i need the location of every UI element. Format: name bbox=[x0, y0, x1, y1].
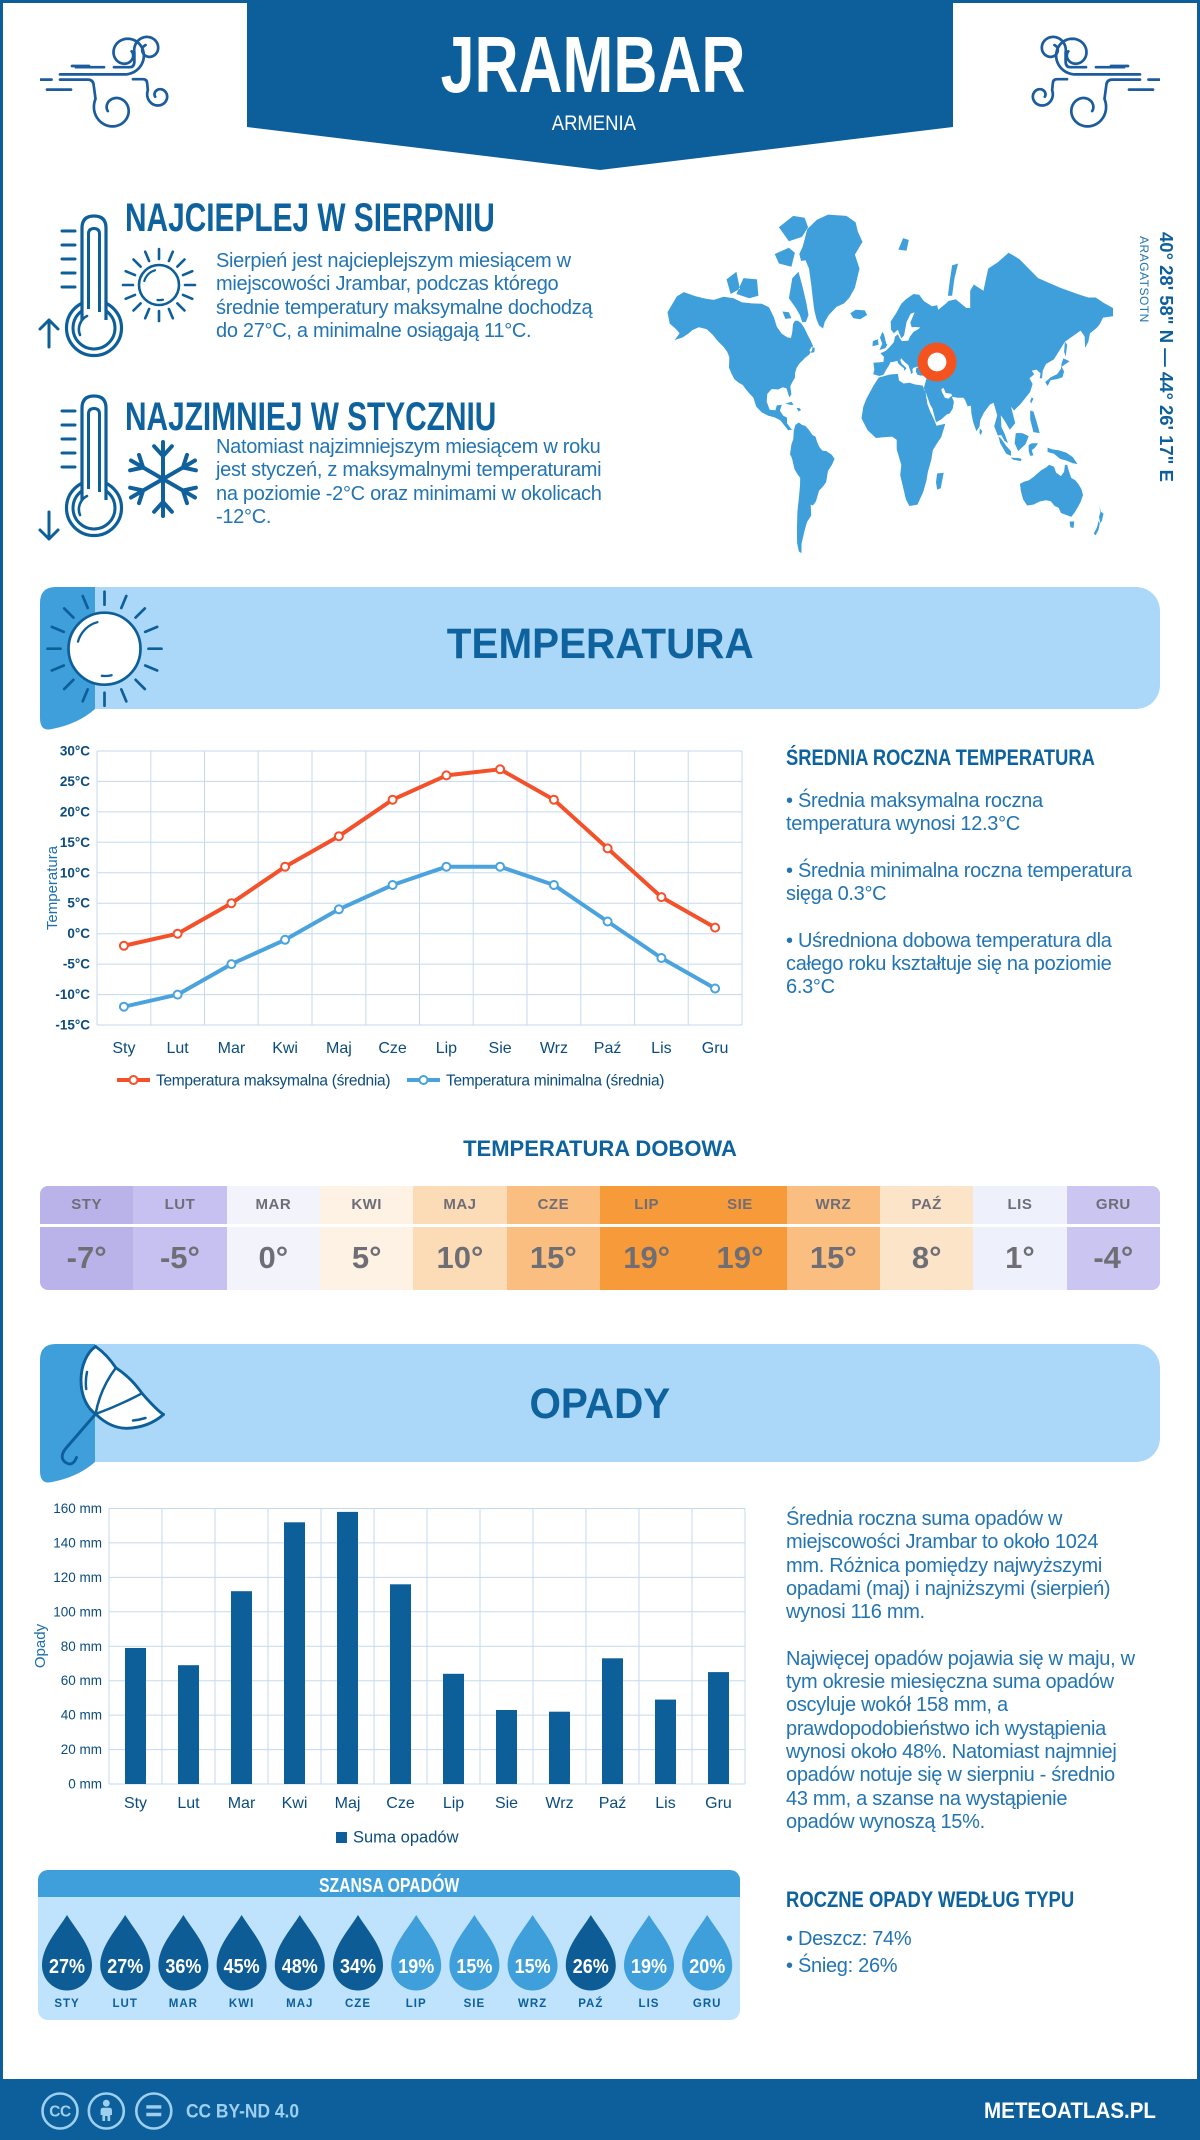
svg-text:36%: 36% bbox=[165, 1955, 201, 1978]
svg-text:20 mm: 20 mm bbox=[61, 1742, 102, 1757]
svg-text:WRZ: WRZ bbox=[518, 1998, 547, 2010]
svg-text:MAJ: MAJ bbox=[286, 1998, 313, 2010]
svg-text:Sty: Sty bbox=[124, 1795, 147, 1812]
svg-text:CC: CC bbox=[49, 2104, 71, 2121]
svg-text:PAŹ: PAŹ bbox=[578, 1997, 603, 2010]
svg-text:Sie: Sie bbox=[495, 1795, 518, 1812]
svg-text:Lip: Lip bbox=[436, 1040, 457, 1057]
svg-text:Gru: Gru bbox=[705, 1795, 732, 1812]
svg-text:0 mm: 0 mm bbox=[68, 1777, 102, 1792]
svg-text:LIP: LIP bbox=[406, 1998, 427, 2010]
svg-text:140 mm: 140 mm bbox=[53, 1535, 102, 1550]
svg-text:Maj: Maj bbox=[326, 1040, 352, 1057]
svg-text:40 mm: 40 mm bbox=[61, 1708, 102, 1723]
svg-text:LIS: LIS bbox=[639, 1998, 660, 2010]
svg-text:Paź: Paź bbox=[594, 1040, 622, 1057]
svg-text:48%: 48% bbox=[282, 1955, 318, 1978]
svg-text:Sty: Sty bbox=[112, 1040, 135, 1057]
svg-text:-10°C: -10°C bbox=[55, 987, 90, 1002]
svg-text:Mar: Mar bbox=[228, 1795, 256, 1812]
svg-text:CC BY-ND 4.0: CC BY-ND 4.0 bbox=[186, 2102, 299, 2123]
svg-text:Wrz: Wrz bbox=[540, 1040, 568, 1057]
svg-text:KWI: KWI bbox=[229, 1998, 254, 2010]
svg-text:Paź: Paź bbox=[599, 1795, 627, 1812]
svg-text:5°C: 5°C bbox=[67, 896, 90, 911]
svg-text:30°C: 30°C bbox=[60, 744, 90, 759]
svg-text:20%: 20% bbox=[689, 1955, 725, 1978]
svg-text:19%: 19% bbox=[631, 1955, 667, 1978]
svg-text:10°C: 10°C bbox=[60, 865, 90, 880]
svg-text:160 mm: 160 mm bbox=[53, 1501, 102, 1516]
svg-text:Temperatura maksymalna (średni: Temperatura maksymalna (średnia) bbox=[156, 1073, 390, 1090]
svg-text:-5°C: -5°C bbox=[63, 957, 90, 972]
svg-text:CZE: CZE bbox=[345, 1998, 371, 2010]
svg-text:MAR: MAR bbox=[169, 1998, 198, 2010]
svg-text:Lis: Lis bbox=[655, 1795, 675, 1812]
svg-text:26%: 26% bbox=[573, 1955, 609, 1978]
svg-text:27%: 27% bbox=[49, 1955, 85, 1978]
svg-text:Kwi: Kwi bbox=[282, 1795, 308, 1812]
svg-text:45%: 45% bbox=[224, 1955, 260, 1978]
svg-text:-15°C: -15°C bbox=[55, 1018, 90, 1033]
svg-text:120 mm: 120 mm bbox=[53, 1570, 102, 1585]
svg-text:Temperatura: Temperatura bbox=[44, 845, 61, 930]
svg-text:STY: STY bbox=[54, 1998, 79, 2010]
svg-text:Cze: Cze bbox=[386, 1795, 415, 1812]
svg-text:20°C: 20°C bbox=[60, 804, 90, 819]
svg-text:Mar: Mar bbox=[218, 1040, 246, 1057]
svg-text:Lut: Lut bbox=[177, 1795, 200, 1812]
svg-text:Suma opadów: Suma opadów bbox=[353, 1829, 459, 1847]
svg-text:34%: 34% bbox=[340, 1955, 376, 1978]
svg-text:Kwi: Kwi bbox=[272, 1040, 298, 1057]
svg-text:Gru: Gru bbox=[702, 1040, 729, 1057]
svg-text:Sie: Sie bbox=[489, 1040, 512, 1057]
svg-text:METEOATLAS.PL: METEOATLAS.PL bbox=[984, 2098, 1156, 2123]
svg-text:LUT: LUT bbox=[113, 1998, 138, 2010]
svg-text:Cze: Cze bbox=[378, 1040, 407, 1057]
svg-text:SIE: SIE bbox=[464, 1998, 486, 2010]
svg-text:Maj: Maj bbox=[335, 1795, 361, 1812]
svg-text:60 mm: 60 mm bbox=[61, 1673, 102, 1688]
svg-text:15°C: 15°C bbox=[60, 835, 90, 850]
svg-text:80 mm: 80 mm bbox=[61, 1639, 102, 1654]
svg-text:Temperatura minimalna (średnia: Temperatura minimalna (średnia) bbox=[446, 1073, 664, 1090]
svg-text:27%: 27% bbox=[107, 1955, 143, 1978]
svg-text:0°C: 0°C bbox=[67, 926, 90, 941]
svg-text:GRU: GRU bbox=[693, 1998, 722, 2010]
svg-text:Lut: Lut bbox=[166, 1040, 189, 1057]
svg-text:Opady: Opady bbox=[32, 1623, 49, 1668]
svg-text:15%: 15% bbox=[456, 1955, 492, 1978]
svg-text:15%: 15% bbox=[515, 1955, 551, 1978]
svg-text:100 mm: 100 mm bbox=[53, 1604, 102, 1619]
svg-text:Lip: Lip bbox=[443, 1795, 464, 1812]
svg-text:25°C: 25°C bbox=[60, 774, 90, 789]
svg-text:19%: 19% bbox=[398, 1955, 434, 1978]
svg-text:Lis: Lis bbox=[651, 1040, 671, 1057]
svg-text:Wrz: Wrz bbox=[545, 1795, 573, 1812]
